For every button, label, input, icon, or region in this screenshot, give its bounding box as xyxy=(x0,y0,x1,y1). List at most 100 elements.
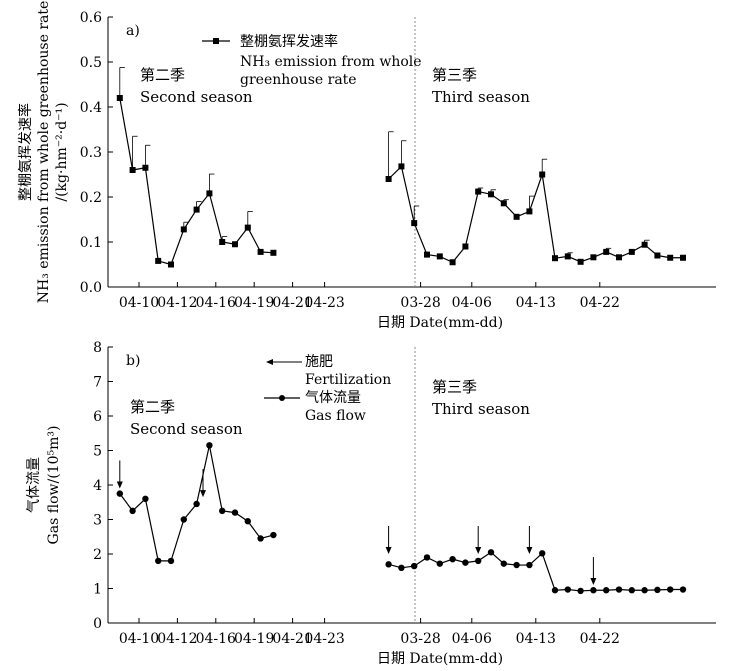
data-point-circle xyxy=(180,516,187,523)
data-point-circle xyxy=(551,587,559,594)
data-point-square xyxy=(539,171,546,178)
data-point-square xyxy=(577,258,584,265)
x-tick-label: 04-23 xyxy=(304,295,344,311)
data-point-square xyxy=(411,220,418,227)
data-point-circle xyxy=(628,587,635,594)
x-tick-label: 03-28 xyxy=(400,631,440,647)
data-point-square xyxy=(142,164,149,171)
data-point-circle xyxy=(539,550,546,557)
data-point-circle xyxy=(667,586,674,593)
data-point-square xyxy=(488,191,494,198)
x-tick-label: 04-16 xyxy=(196,631,236,647)
data-point-circle xyxy=(411,562,418,570)
data-point-circle xyxy=(423,554,431,561)
legend-label-cn: 施肥 xyxy=(305,354,333,370)
fertilization-arrow-head xyxy=(526,547,533,554)
legend-marker-circle xyxy=(279,395,285,401)
y-tick-label: 4 xyxy=(93,478,102,494)
y-axis-title-cn: 整棚氨挥发速率 xyxy=(17,103,34,201)
data-point-circle xyxy=(679,586,687,593)
fertilization-arrow-head xyxy=(385,547,392,554)
data-point-circle xyxy=(526,561,533,569)
x-tick-label: 04-21 xyxy=(272,631,312,647)
data-point-square xyxy=(168,261,174,268)
series-line-third-season xyxy=(388,551,683,592)
x-tick-label: 04-22 xyxy=(580,295,620,311)
x-tick-label: 03-28 xyxy=(400,295,440,311)
y-tick-label: 7 xyxy=(93,375,102,391)
legend-label-en: greenhouse rate xyxy=(240,72,357,88)
data-point-circle xyxy=(116,490,124,497)
season-label-cn: 第三季 xyxy=(432,378,477,396)
data-point-square xyxy=(462,243,469,250)
data-point-square xyxy=(385,176,392,182)
data-point-square xyxy=(564,253,571,260)
data-point-square xyxy=(654,252,661,259)
data-point-circle xyxy=(385,561,392,568)
x-tick-label: 04-19 xyxy=(234,295,274,311)
x-axis-label: 日期 Date(mm-dd) xyxy=(377,315,503,331)
data-point-circle xyxy=(219,507,226,515)
season-label-cn: 第二季 xyxy=(140,66,185,84)
data-point-circle xyxy=(654,586,661,594)
series-line-third-season xyxy=(388,165,683,263)
x-tick-label: 04-21 xyxy=(272,295,312,311)
fertilization-arrow-head xyxy=(116,481,123,489)
y-tick-label: 6 xyxy=(93,409,102,425)
panel-label: b) xyxy=(126,353,140,369)
data-point-circle xyxy=(257,535,264,542)
data-point-circle xyxy=(193,500,200,508)
data-point-circle xyxy=(475,557,482,565)
data-point-square xyxy=(398,163,405,170)
legend-label-en: NH₃ emission from whole xyxy=(240,54,422,70)
data-point-circle xyxy=(462,559,469,566)
data-point-circle xyxy=(513,561,520,569)
x-tick-label: 04-12 xyxy=(157,295,197,311)
data-point-circle xyxy=(398,564,405,571)
y-tick-label: 0.2 xyxy=(80,190,102,206)
x-tick-label: 04-06 xyxy=(452,631,492,647)
data-point-square xyxy=(193,206,200,213)
legend-arrow-head xyxy=(266,359,273,365)
x-tick-label: 04-12 xyxy=(157,631,197,647)
data-point-square xyxy=(232,241,238,248)
panel-a-nh3-emission: 0.00.10.20.30.40.50.604-1004-1204-1604-1… xyxy=(17,1,716,331)
series-line-second-season xyxy=(119,97,274,266)
y-tick-label: 0.5 xyxy=(80,55,102,71)
data-point-square xyxy=(680,254,686,261)
data-point-circle xyxy=(641,587,648,594)
data-point-circle xyxy=(577,587,584,595)
x-tick-label: 04-13 xyxy=(516,631,556,647)
data-point-square xyxy=(526,208,533,215)
y-tick-label: 5 xyxy=(93,444,102,460)
y-axis-title-en: NH₃ emission from whole greenhouse rate xyxy=(36,1,52,304)
y-tick-label: 2 xyxy=(93,547,102,563)
x-tick-label: 04-06 xyxy=(452,295,492,311)
data-point-square xyxy=(628,248,635,255)
data-point-square xyxy=(500,200,507,207)
legend-label-cn: 整棚氨挥发速率 xyxy=(240,33,338,50)
season-label-en: Third season xyxy=(432,88,530,106)
data-point-circle xyxy=(155,557,162,565)
data-point-circle xyxy=(270,531,277,539)
data-point-circle xyxy=(603,587,610,594)
season-label-cn: 第二季 xyxy=(130,398,175,416)
y-tick-label: 0.6 xyxy=(80,10,102,26)
data-point-square xyxy=(552,255,558,262)
data-point-square xyxy=(436,253,443,260)
data-point-square xyxy=(475,188,482,195)
data-point-square xyxy=(129,167,136,173)
x-tick-label: 04-13 xyxy=(516,295,556,311)
legend-label-en: Gas flow xyxy=(305,408,366,424)
data-point-circle xyxy=(500,560,507,567)
y-axis-title-cn: 气体流量 xyxy=(26,457,42,513)
data-point-circle xyxy=(590,587,597,594)
y-tick-label: 0.0 xyxy=(80,280,102,296)
fertilization-arrow-head xyxy=(475,547,482,554)
y-axis-title-en: Gas flow/(10⁵m³) xyxy=(46,426,62,545)
data-point-circle xyxy=(167,557,175,565)
data-point-square xyxy=(257,248,264,255)
x-tick-label: 04-22 xyxy=(580,631,620,647)
